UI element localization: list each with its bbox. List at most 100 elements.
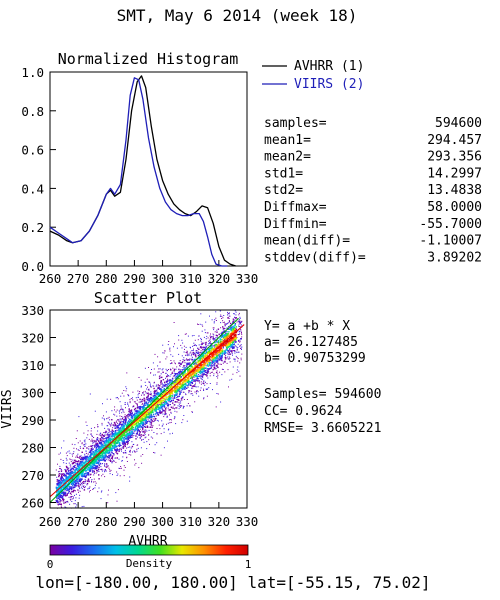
scatter-point xyxy=(197,323,198,325)
scatter-point xyxy=(167,429,169,431)
scatter-point xyxy=(199,389,201,391)
scatter-point xyxy=(209,340,211,342)
scatter-point xyxy=(123,452,125,454)
scatter-point xyxy=(142,454,144,455)
scatter-point xyxy=(116,442,118,444)
scatter-point xyxy=(159,411,161,413)
scatter-point xyxy=(233,343,235,346)
scatter-point xyxy=(134,459,135,461)
scatter-point xyxy=(169,419,171,421)
scatter-point xyxy=(221,374,223,376)
scatter-point xyxy=(78,485,80,488)
scatter-point xyxy=(207,360,209,362)
scatter-point xyxy=(93,471,95,473)
scatter-point xyxy=(102,452,104,455)
scatter-point xyxy=(101,424,103,426)
scatter-point xyxy=(118,467,120,469)
scatter-point xyxy=(197,361,200,363)
scatter-point xyxy=(238,334,240,335)
scatter-point xyxy=(109,459,111,461)
scatter-point xyxy=(200,357,202,359)
scatter-point xyxy=(238,319,240,321)
scatter-point xyxy=(179,370,181,372)
scatter-point xyxy=(107,417,109,419)
scatter-point xyxy=(211,366,213,368)
scatter-point xyxy=(150,399,153,401)
scatter-point xyxy=(195,386,197,388)
scatter-point xyxy=(157,400,160,403)
scatter-point xyxy=(213,329,215,331)
scatter-point xyxy=(119,415,121,417)
scatter-point xyxy=(140,455,142,457)
scatter-point xyxy=(107,502,109,504)
scatter-point xyxy=(86,474,88,476)
scatter-point xyxy=(240,357,242,359)
scatter-point xyxy=(180,344,182,346)
scatter-point xyxy=(98,434,100,436)
scatter-point xyxy=(85,472,87,475)
scatter-point xyxy=(56,481,58,483)
scatter-point xyxy=(141,435,143,437)
scatter-point xyxy=(67,500,68,502)
scatter-point xyxy=(202,363,204,366)
scatter-point xyxy=(221,349,224,351)
scatter-point xyxy=(183,375,185,377)
scatter-point xyxy=(90,448,93,450)
scatter-point xyxy=(166,416,168,418)
scatter-point xyxy=(129,476,131,478)
scatter-point xyxy=(217,345,219,347)
scatter-point xyxy=(221,315,223,317)
scatter-point xyxy=(213,345,215,347)
scatter-point xyxy=(109,425,111,427)
scatter-point xyxy=(158,377,161,380)
scatter-point xyxy=(150,422,153,424)
scatter-point xyxy=(241,324,243,326)
scatter-point xyxy=(140,379,142,381)
scatter-point xyxy=(121,392,123,394)
scatter-point xyxy=(130,432,132,435)
scatter-point xyxy=(199,365,200,367)
scatter-point xyxy=(154,452,156,454)
scatter-point xyxy=(188,354,190,356)
scatter-point xyxy=(83,486,84,488)
scatter-point xyxy=(220,357,222,360)
scatter-point xyxy=(152,399,155,401)
scatter-point xyxy=(143,435,145,437)
scatter-point xyxy=(171,383,173,385)
scatter-point xyxy=(155,408,158,410)
scatter-point xyxy=(118,410,120,412)
scatter-point xyxy=(219,315,221,317)
scatter-point xyxy=(100,491,102,493)
scatter-point xyxy=(201,375,203,378)
scatter-point xyxy=(124,421,126,423)
scatter-point xyxy=(95,443,97,445)
scatter-point xyxy=(160,412,162,414)
scatter-point xyxy=(106,441,108,443)
scatter-point xyxy=(240,329,242,331)
scatter-point xyxy=(165,372,167,374)
scatter-point xyxy=(93,466,95,468)
scatter-point xyxy=(121,424,123,426)
scatter-point xyxy=(56,490,58,492)
scatter-point xyxy=(101,456,104,459)
scatter-point xyxy=(168,393,170,395)
scatter-point xyxy=(238,339,240,341)
scatter-point xyxy=(208,363,210,365)
scatter-point xyxy=(194,354,197,357)
scatter-point xyxy=(155,385,157,387)
scatter-point xyxy=(89,393,91,395)
scatter-point xyxy=(55,469,57,471)
scatter-point xyxy=(107,494,109,496)
scatter-point xyxy=(131,441,133,443)
scatter-point xyxy=(200,340,202,342)
scatter-point xyxy=(188,359,190,361)
scatter-point xyxy=(123,432,126,435)
scatter-point xyxy=(68,496,70,498)
scatter-point xyxy=(100,443,102,445)
scatter-point xyxy=(141,430,143,432)
scatter-point xyxy=(126,444,128,446)
scatter-point xyxy=(171,380,174,382)
scatter-point xyxy=(182,386,184,388)
scatter-point xyxy=(93,439,95,441)
scatter-point xyxy=(158,371,160,373)
